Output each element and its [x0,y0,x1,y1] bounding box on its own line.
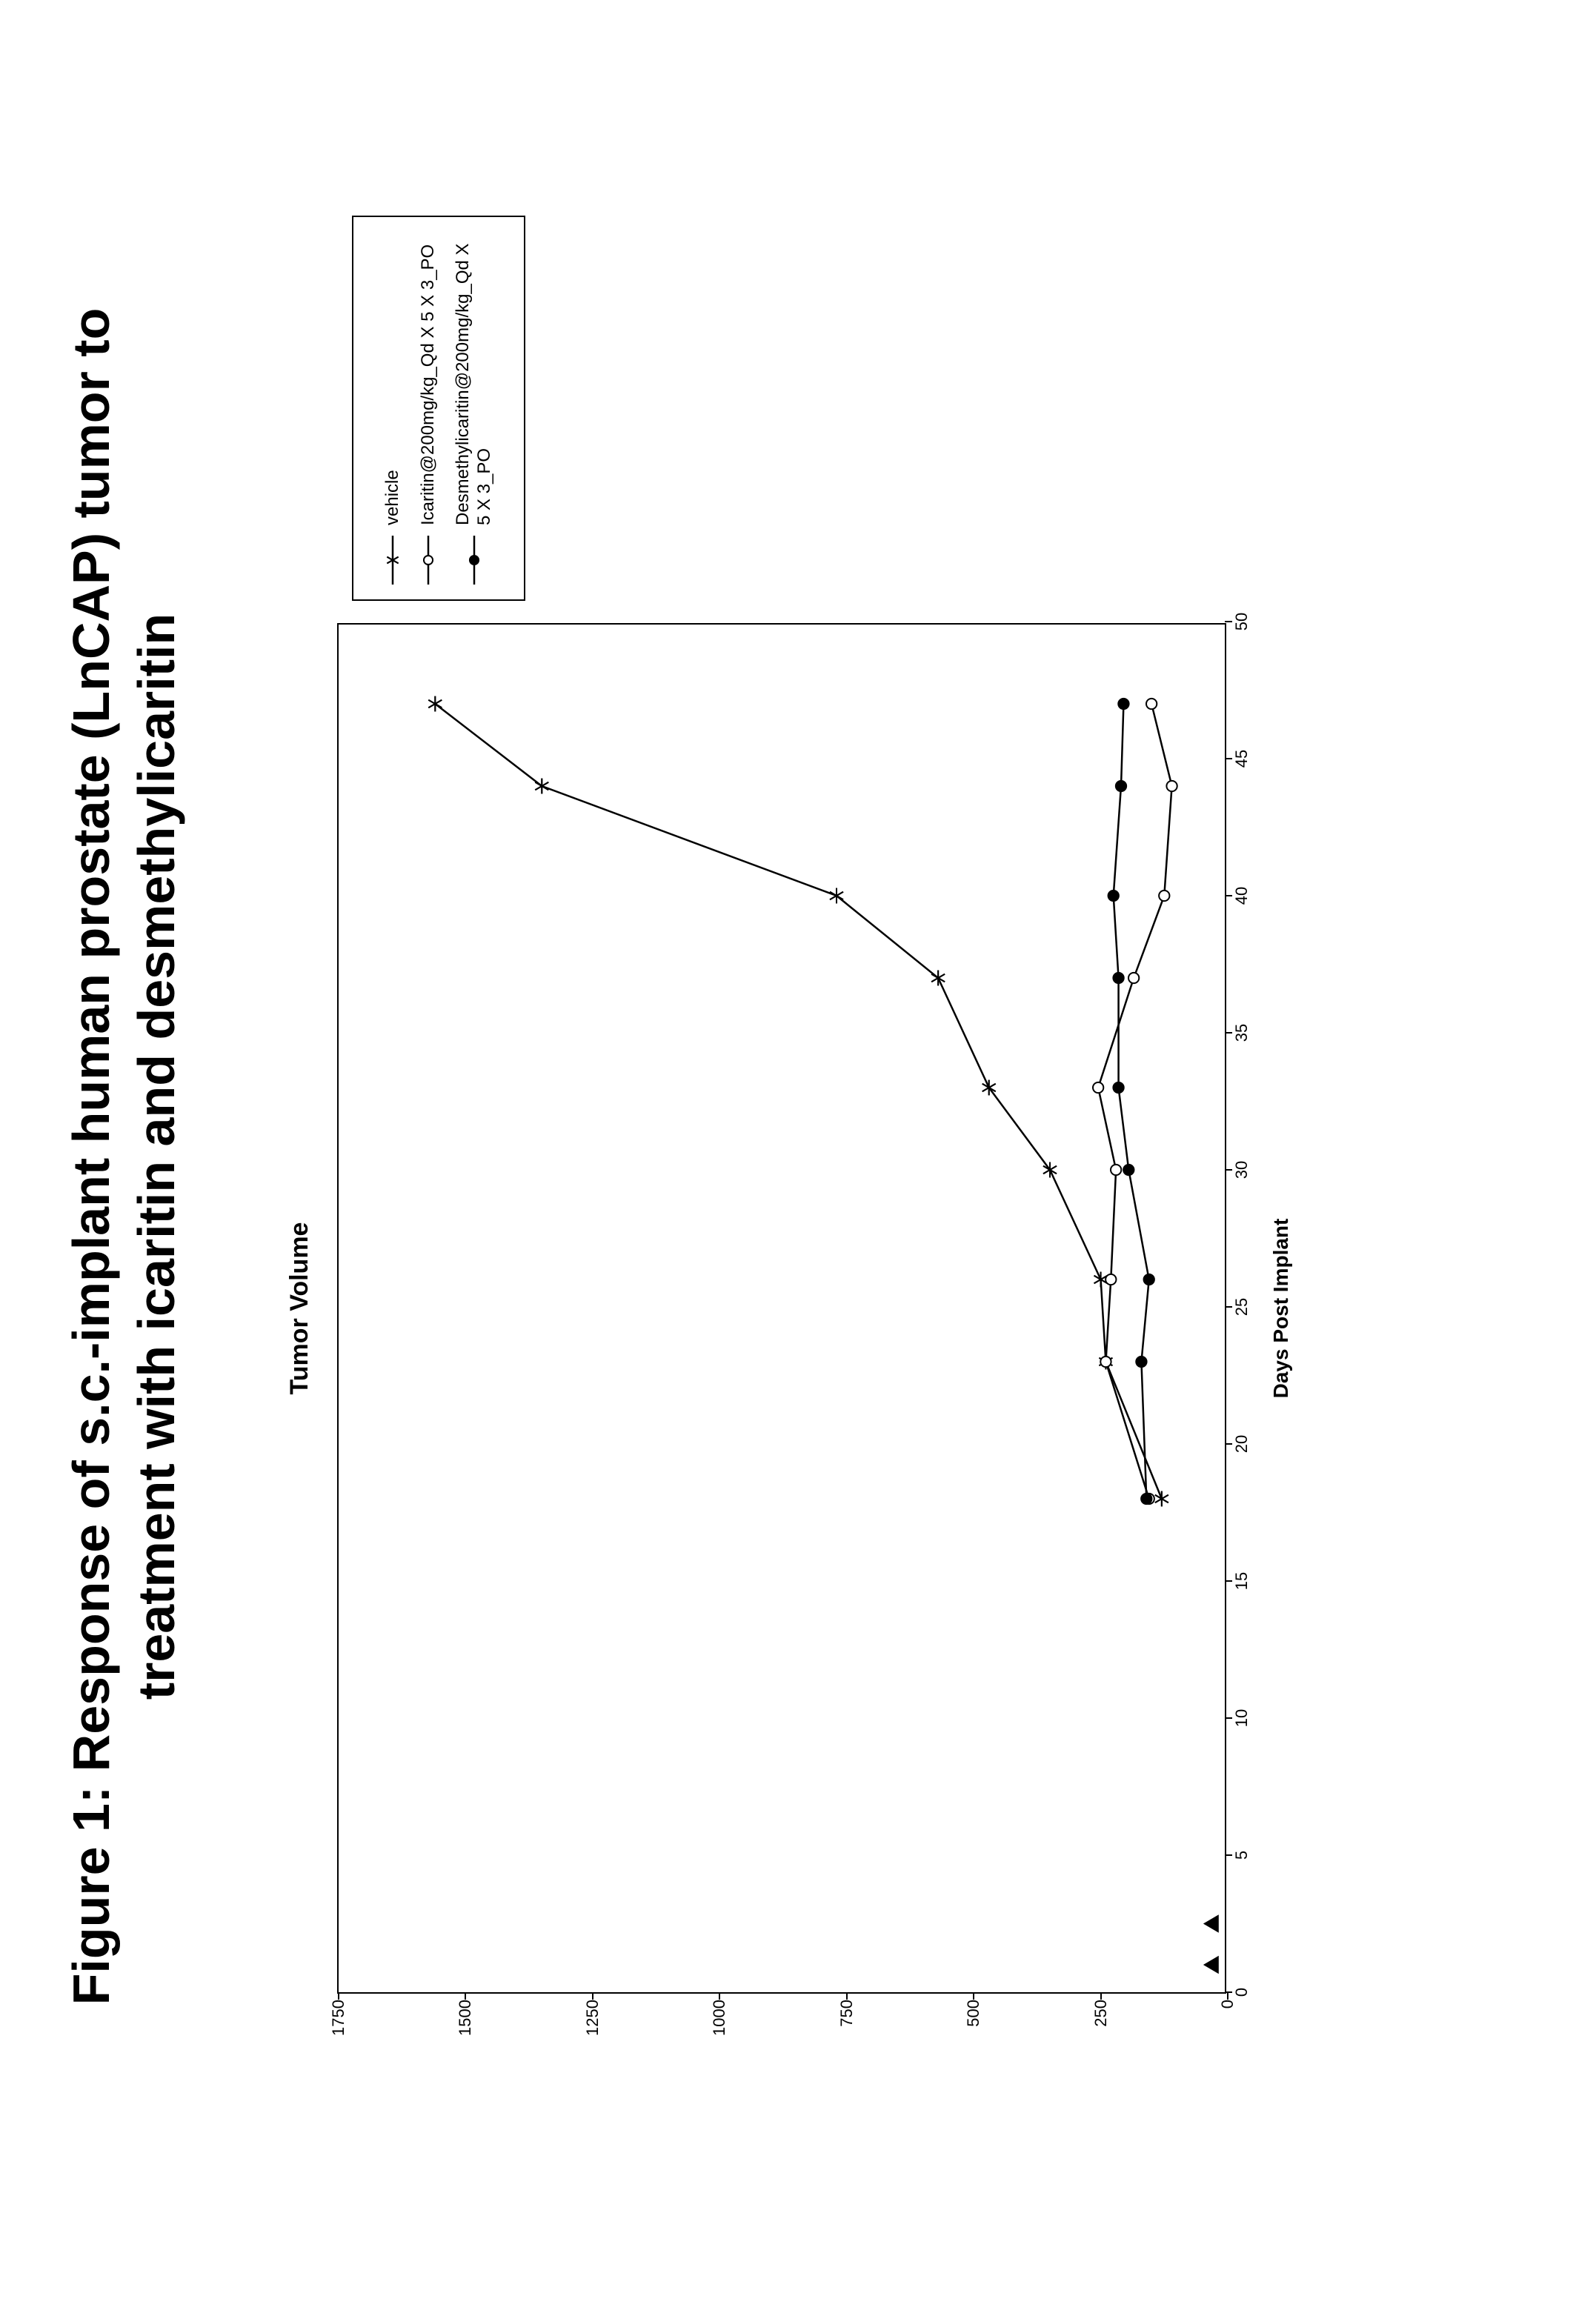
legend-label: Desmethylicaritin@200mg/kg_Qd X 5 X 3_PO [453,230,496,525]
legend-label: Icaritin@200mg/kg_Qd X 5 X 3_PO [418,244,439,525]
x-tick-label: 20 [1232,1435,1251,1453]
y-tick-label: 250 [1091,2000,1111,2027]
x-tick-label: 5 [1232,1851,1251,1860]
chart-row: Tumor Volume Median Tumor Volume (mm3) D… [263,216,1226,2097]
x-tick-label: 10 [1232,1709,1251,1727]
figure-title: Figure 1: Response of s.c.-implant human… [59,216,189,2097]
x-tick-label: 45 [1232,750,1251,768]
x-tick-label: 30 [1232,1161,1251,1179]
x-tick-label: 40 [1232,887,1251,905]
legend-item: Desmethylicaritin@200mg/kg_Qd X 5 X 3_PO [453,230,496,586]
x-axis-label: Days Post Implant [1269,623,1293,1994]
y-tick-label: 0 [1218,2000,1237,2009]
x-tick-label: 35 [1232,1024,1251,1042]
x-tick-label: 15 [1232,1572,1251,1590]
chart-plot-area: 0250500750100012501500175005101520253035… [337,623,1226,1994]
legend-item: Icaritin@200mg/kg_Qd X 5 X 3_PO [417,230,439,586]
legend: vehicle Icaritin@200mg/kg_Qd X 5 X 3_PO De… [352,216,525,601]
page: Figure 1: Response of s.c.-implant human… [0,0,1596,2313]
x-tick-label: 50 [1232,613,1251,630]
y-tick-label: 1000 [710,2000,729,2036]
y-tick-label: 750 [837,2000,857,2027]
y-tick-label: 1250 [583,2000,602,2036]
rotated-content: Figure 1: Response of s.c.-implant human… [0,171,1596,2142]
chart-title: Tumor Volume [285,623,314,1994]
y-tick-label: 500 [964,2000,983,2027]
x-tick-label: 25 [1232,1298,1251,1316]
legend-label: vehicle [382,470,404,525]
y-tick-label: 1500 [456,2000,475,2036]
legend-item: vehicle [382,230,404,586]
y-tick-label: 1750 [329,2000,348,2036]
x-tick-label: 0 [1232,1988,1251,1997]
